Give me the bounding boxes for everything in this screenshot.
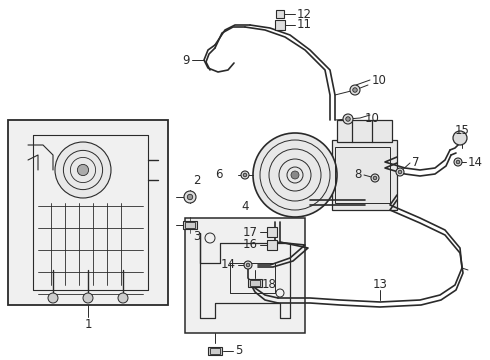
Bar	[210, 348, 220, 354]
Circle shape	[184, 191, 196, 203]
Circle shape	[454, 158, 462, 166]
Bar	[183, 221, 197, 229]
Text: 2: 2	[193, 174, 200, 186]
Text: 17: 17	[243, 225, 258, 238]
Circle shape	[118, 293, 128, 303]
Text: 14: 14	[221, 258, 236, 271]
Text: 7: 7	[412, 156, 419, 168]
Text: 3: 3	[193, 230, 200, 243]
Circle shape	[396, 168, 404, 176]
Text: 14: 14	[468, 156, 483, 168]
Circle shape	[453, 131, 467, 145]
Text: 13: 13	[372, 279, 388, 292]
Circle shape	[55, 142, 111, 198]
Bar	[335, 147, 390, 203]
Circle shape	[77, 165, 89, 176]
Bar	[267, 227, 277, 237]
Text: 5: 5	[235, 345, 243, 357]
Text: 10: 10	[365, 112, 380, 125]
Circle shape	[343, 114, 353, 124]
Text: 9: 9	[182, 54, 190, 67]
Circle shape	[187, 194, 193, 200]
Circle shape	[371, 174, 379, 182]
Bar	[185, 222, 195, 228]
Bar	[337, 120, 392, 142]
Circle shape	[83, 293, 93, 303]
Circle shape	[244, 261, 252, 269]
Circle shape	[350, 85, 360, 95]
Bar	[275, 20, 285, 30]
Text: 12: 12	[297, 8, 312, 21]
Text: 15: 15	[455, 123, 469, 136]
Bar	[250, 280, 260, 286]
Text: 1: 1	[84, 319, 92, 332]
Circle shape	[398, 170, 402, 174]
Bar	[332, 140, 397, 210]
Text: 10: 10	[372, 73, 387, 86]
Text: 16: 16	[243, 238, 258, 252]
Circle shape	[346, 117, 350, 121]
Text: 4: 4	[241, 199, 249, 212]
Bar	[8, 120, 168, 305]
Text: 6: 6	[216, 168, 223, 181]
Circle shape	[456, 160, 460, 164]
Circle shape	[246, 263, 250, 267]
Text: 18: 18	[262, 279, 277, 292]
Bar	[208, 347, 222, 355]
Bar	[267, 240, 277, 250]
Circle shape	[353, 88, 357, 92]
Circle shape	[291, 171, 299, 179]
Text: 11: 11	[297, 18, 312, 31]
Circle shape	[373, 176, 377, 180]
Bar	[185, 218, 305, 333]
Bar	[248, 279, 262, 287]
Circle shape	[243, 173, 247, 177]
Text: 8: 8	[355, 168, 362, 181]
Circle shape	[253, 133, 337, 217]
Circle shape	[48, 293, 58, 303]
Circle shape	[241, 171, 249, 179]
Bar	[276, 10, 284, 18]
